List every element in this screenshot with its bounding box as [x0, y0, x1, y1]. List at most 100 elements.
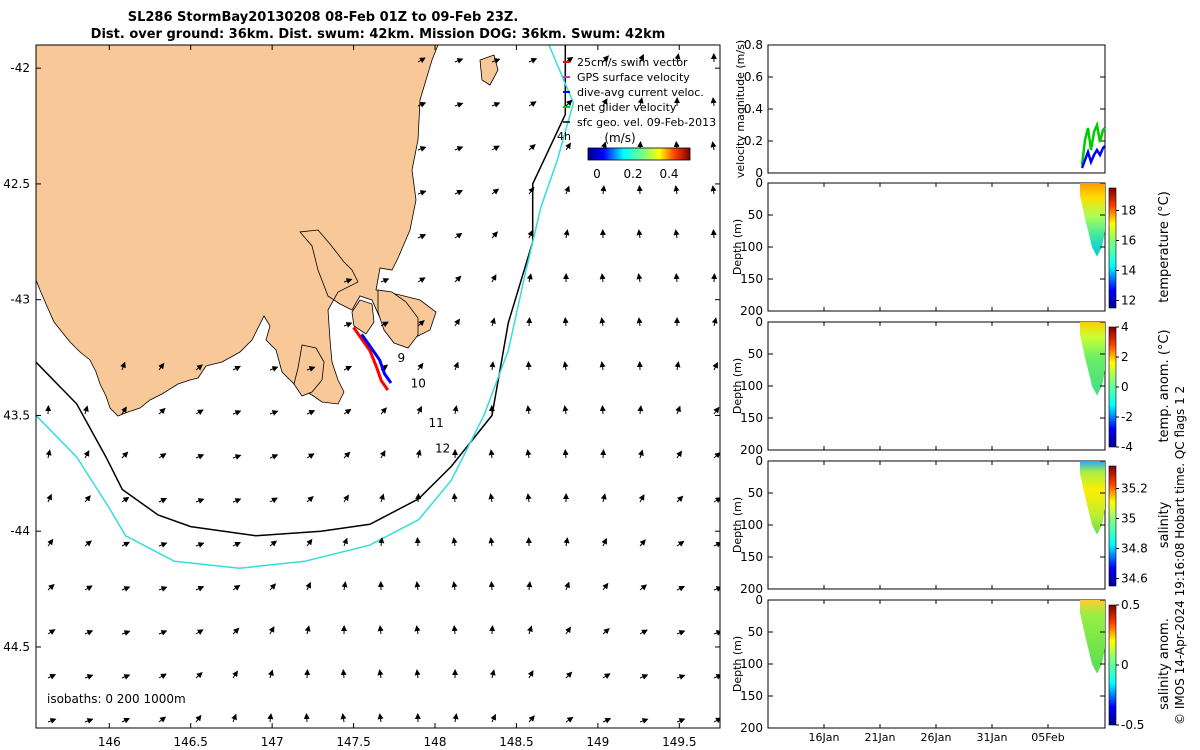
- legend-item-dive-avg: dive-avg current veloc.: [563, 86, 704, 99]
- geo-arrow: [488, 449, 495, 459]
- geo-arrow: [306, 453, 315, 459]
- geo-arrow: [454, 232, 463, 239]
- geo-arrow: [563, 537, 570, 547]
- depth-y-tick: 150: [740, 411, 763, 425]
- geo-arrow: [414, 581, 421, 591]
- depth-y-tick: 100: [740, 240, 763, 254]
- depth-y-tick: 50: [748, 208, 763, 222]
- time-x-tick-label: 05Feb: [1031, 731, 1064, 744]
- geo-arrow: [304, 625, 311, 635]
- geo-arrow: [417, 190, 427, 196]
- geo-arrow: [452, 405, 459, 415]
- map-x-tick-label: 148: [424, 735, 447, 749]
- geo-arrow: [602, 673, 611, 679]
- geo-arrow: [380, 407, 387, 415]
- temp-anomaly-panel-colorbar-tick: 2: [1121, 350, 1129, 364]
- depth-y-tick: 0: [755, 454, 763, 468]
- geo-arrow: [489, 625, 496, 635]
- geo-arrow: [45, 449, 52, 459]
- depth-y-tick: 150: [740, 550, 763, 564]
- geo-arrow: [415, 493, 422, 503]
- geo-arrow: [379, 493, 385, 503]
- geo-arrow: [47, 718, 57, 724]
- geo-arrow: [158, 453, 167, 459]
- geo-arrow: [565, 142, 571, 151]
- geo-arrow: [305, 581, 311, 591]
- geo-arrow: [84, 585, 93, 592]
- geo-arrow: [268, 669, 274, 679]
- geo-arrow: [525, 449, 532, 459]
- geo-arrow: [527, 625, 533, 635]
- geo-arrow: [121, 541, 130, 548]
- geo-arrow: [304, 669, 311, 679]
- speed-colorbar-unit: (m/s): [604, 131, 635, 145]
- salinity-anomaly-panel: 0 50 100 150 200 Depth (m) 0.5 0 -0.5 salinity an…: [731, 593, 1172, 744]
- map-x-tick-label: 146: [98, 735, 121, 749]
- geo-arrow: [491, 188, 500, 195]
- map-y-tick-label: -42: [10, 61, 30, 75]
- geo-arrow: [377, 625, 384, 635]
- depth-y-tick: 0: [755, 593, 763, 607]
- temp-anomaly-panel: 0 50 100 150 200 Depth (m) 4 2 0 -2 -4 temp. anom. …: [731, 315, 1172, 457]
- isobath-1000m: [36, 45, 575, 569]
- geo-arrow: [710, 229, 717, 239]
- salinity-panel-colorbar-tick: 35.2: [1121, 482, 1148, 496]
- map-y-axis: -42 42.5 -43 43.5 -44 44.5: [3, 61, 720, 654]
- geo-arrow: [232, 584, 241, 591]
- geo-arrow: [602, 55, 609, 63]
- geo-arrow: [639, 584, 648, 591]
- geo-arrow: [600, 449, 607, 459]
- depth-y-tick: 200: [740, 721, 763, 735]
- geo-arrow: [602, 717, 612, 724]
- map-x-tick-label: 147: [261, 735, 284, 749]
- geo-arrow: [637, 97, 644, 107]
- salinity-anomaly-panel-section: [1080, 600, 1105, 674]
- legend-item-sfc-geo: sfc geo. vel. 09-Feb-2013: [563, 116, 716, 129]
- geo-arrow: [232, 498, 242, 504]
- geo-arrow: [158, 407, 166, 415]
- geo-arrow: [377, 669, 384, 679]
- svg-text:sfc geo. vel. 09-Feb-2013: sfc geo. vel. 09-Feb-2013: [577, 116, 716, 129]
- speed-colorbar: (m/s) 0 0.2 0.4: [587, 131, 691, 181]
- geo-arrow: [711, 273, 718, 283]
- geo-arrow: [562, 361, 569, 371]
- geo-arrow: [158, 362, 165, 371]
- geo-arrow: [599, 317, 606, 327]
- geo-arrow: [676, 495, 684, 503]
- geo-arrow: [711, 317, 718, 327]
- geo-arrow: [121, 451, 129, 459]
- time-x-tick-label: 31Jan: [977, 731, 1008, 744]
- geo-arrow: [563, 229, 570, 239]
- geo-arrow: [454, 189, 463, 196]
- depth-y-tick: 200: [740, 443, 763, 457]
- geo-arrow: [83, 450, 90, 459]
- geo-arrow: [451, 625, 458, 635]
- temp-anomaly-panel-colorbar-tick: 0: [1121, 380, 1129, 394]
- geo-arrow: [636, 229, 643, 239]
- day-label-11: 11: [428, 416, 443, 430]
- geo-arrow: [488, 581, 495, 591]
- geo-arrow: [414, 537, 421, 547]
- geo-arrow: [599, 361, 606, 371]
- geo-arrow: [674, 53, 681, 63]
- geo-arrow: [710, 97, 717, 107]
- geo-arrow: [380, 278, 390, 284]
- geo-arrow: [269, 410, 279, 416]
- geo-arrow: [490, 713, 496, 723]
- time-x-tick-label: 21Jan: [865, 731, 896, 744]
- geo-arrow: [232, 670, 238, 679]
- geo-arrow: [343, 365, 352, 372]
- geo-arrow: [417, 320, 425, 327]
- temp-anomaly-panel-colorbar-tick: -2: [1121, 410, 1133, 424]
- geo-arrow: [528, 144, 536, 151]
- geo-arrow: [602, 628, 610, 635]
- geo-arrow: [676, 630, 686, 636]
- velocity-ylabel: velocity magnitude (m/s): [734, 40, 747, 178]
- temp-anomaly-panel-colorbar-label: temp. anom. (°C): [1157, 329, 1172, 442]
- geo-arrow: [378, 537, 385, 547]
- geo-arrow: [454, 275, 462, 283]
- geo-arrow: [564, 185, 570, 195]
- velocity-y-tick: 0.2: [744, 134, 763, 148]
- velocity-panel: 0 0.2 0.4 0.6 0.8 velocity magnitude (m/s): [734, 38, 1106, 180]
